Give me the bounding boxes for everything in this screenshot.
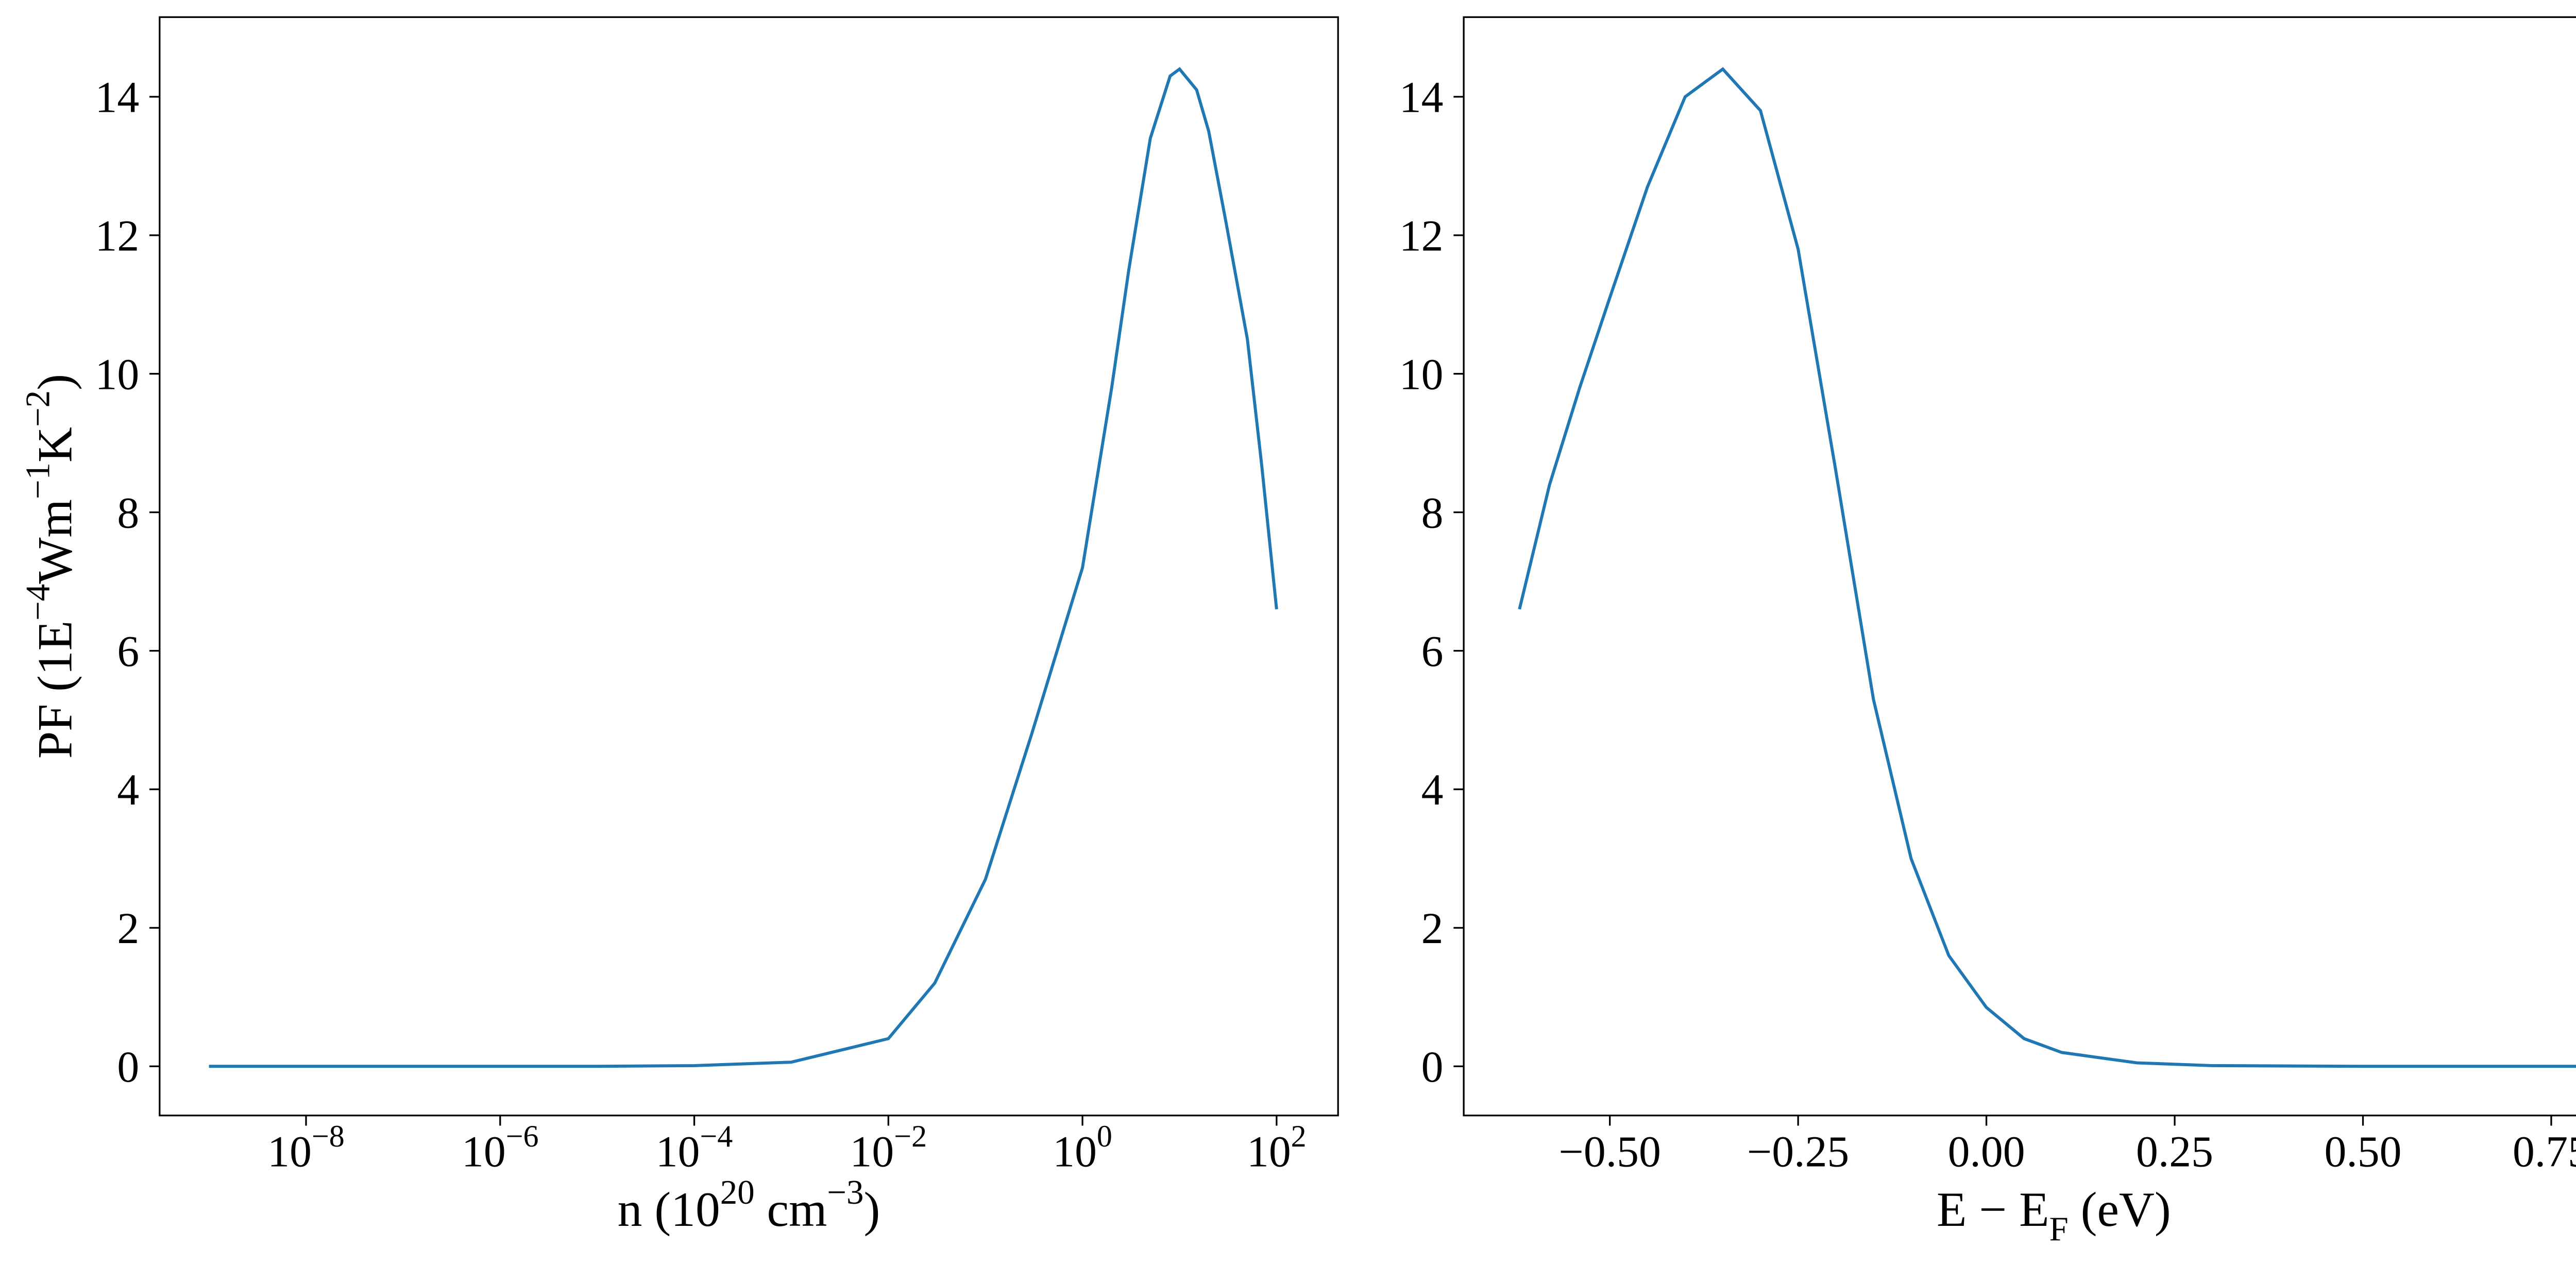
script-text: −2: [894, 1119, 927, 1153]
label-text: 10: [850, 1127, 894, 1176]
y-tick-label: 12: [1399, 211, 1444, 260]
script-text: −4: [19, 584, 57, 621]
y-tick-label: 10: [1399, 350, 1444, 399]
y-tick-label: 10: [95, 350, 140, 399]
script-text: 0: [1097, 1119, 1112, 1153]
data-line: [1518, 67, 2576, 1068]
script-text: −1: [19, 463, 57, 499]
y-tick-label: 12: [95, 211, 140, 260]
x-tick-label: 10−6: [462, 1119, 539, 1176]
x-tick-label: 100: [1053, 1119, 1112, 1176]
x-tick-label: −0.25: [1747, 1127, 1849, 1176]
x-tick-label: 10−4: [656, 1119, 733, 1176]
x-tick-label: 102: [1247, 1119, 1307, 1176]
label-text: Wm: [27, 499, 82, 584]
y-tick-label: 4: [1421, 765, 1444, 814]
y-axis-label: PF (1E−4Wm−1K−2): [19, 374, 82, 759]
x-tick-label: −0.50: [1559, 1127, 1661, 1176]
script-text: 20: [720, 1173, 755, 1211]
x-tick-label: 0.25: [2136, 1127, 2213, 1176]
x-axis-label: n (1020 cm−3): [618, 1173, 880, 1237]
label-text: 10: [1247, 1127, 1291, 1176]
y-tick-label: 2: [1421, 904, 1444, 953]
label-text: 10: [267, 1127, 312, 1176]
y-tick-label: 14: [1399, 73, 1444, 122]
label-text: 10: [656, 1127, 700, 1176]
y-tick-label: 6: [117, 627, 139, 676]
y-tick-label: 14: [95, 73, 140, 122]
script-text: −6: [506, 1119, 539, 1153]
script-text: −4: [700, 1119, 733, 1153]
script-text: 2: [1291, 1119, 1307, 1153]
subplot: 0 2 4 6 8 10 12 14 −0.50 −0.25 0.00 0.25 0.50 0.75 E −…: [1399, 16, 2576, 1249]
plot-frame: [159, 16, 1339, 1117]
x-tick-label: 10−2: [850, 1119, 927, 1176]
y-tick-label: 6: [1421, 627, 1444, 676]
y-tick-label: 0: [117, 1042, 139, 1091]
x-tick-label: 10−8: [267, 1119, 345, 1176]
label-text: ): [27, 374, 82, 390]
label-text: n (10: [618, 1182, 720, 1237]
data-line: [209, 67, 1278, 1068]
x-axis-label: E − EF (eV): [1937, 1182, 2171, 1249]
x-tick-label: 0.75: [2513, 1127, 2576, 1176]
label-text: E − E: [1937, 1182, 2049, 1237]
script-text: −8: [312, 1119, 345, 1153]
label-text: 10: [1053, 1127, 1097, 1176]
y-tick-label: 8: [1421, 488, 1444, 537]
y-tick-label: 4: [117, 765, 139, 814]
y-tick-label: 2: [117, 904, 139, 953]
script-text: −2: [19, 390, 57, 427]
label-text: ): [863, 1182, 880, 1237]
label-text: PF (1E: [27, 621, 82, 759]
plot-frame: [1463, 16, 2576, 1117]
label-text: 10: [462, 1127, 506, 1176]
label-text: (eV): [2069, 1182, 2171, 1237]
y-tick-label: 8: [117, 488, 139, 537]
script-text: F: [2049, 1210, 2069, 1249]
label-text: K: [27, 427, 82, 463]
label-text: cm: [755, 1182, 827, 1237]
y-tick-label: 0: [1421, 1042, 1444, 1091]
x-tick-label: 0.50: [2325, 1127, 2402, 1176]
x-tick-label: 0.00: [1948, 1127, 2025, 1176]
script-text: −3: [827, 1173, 863, 1211]
